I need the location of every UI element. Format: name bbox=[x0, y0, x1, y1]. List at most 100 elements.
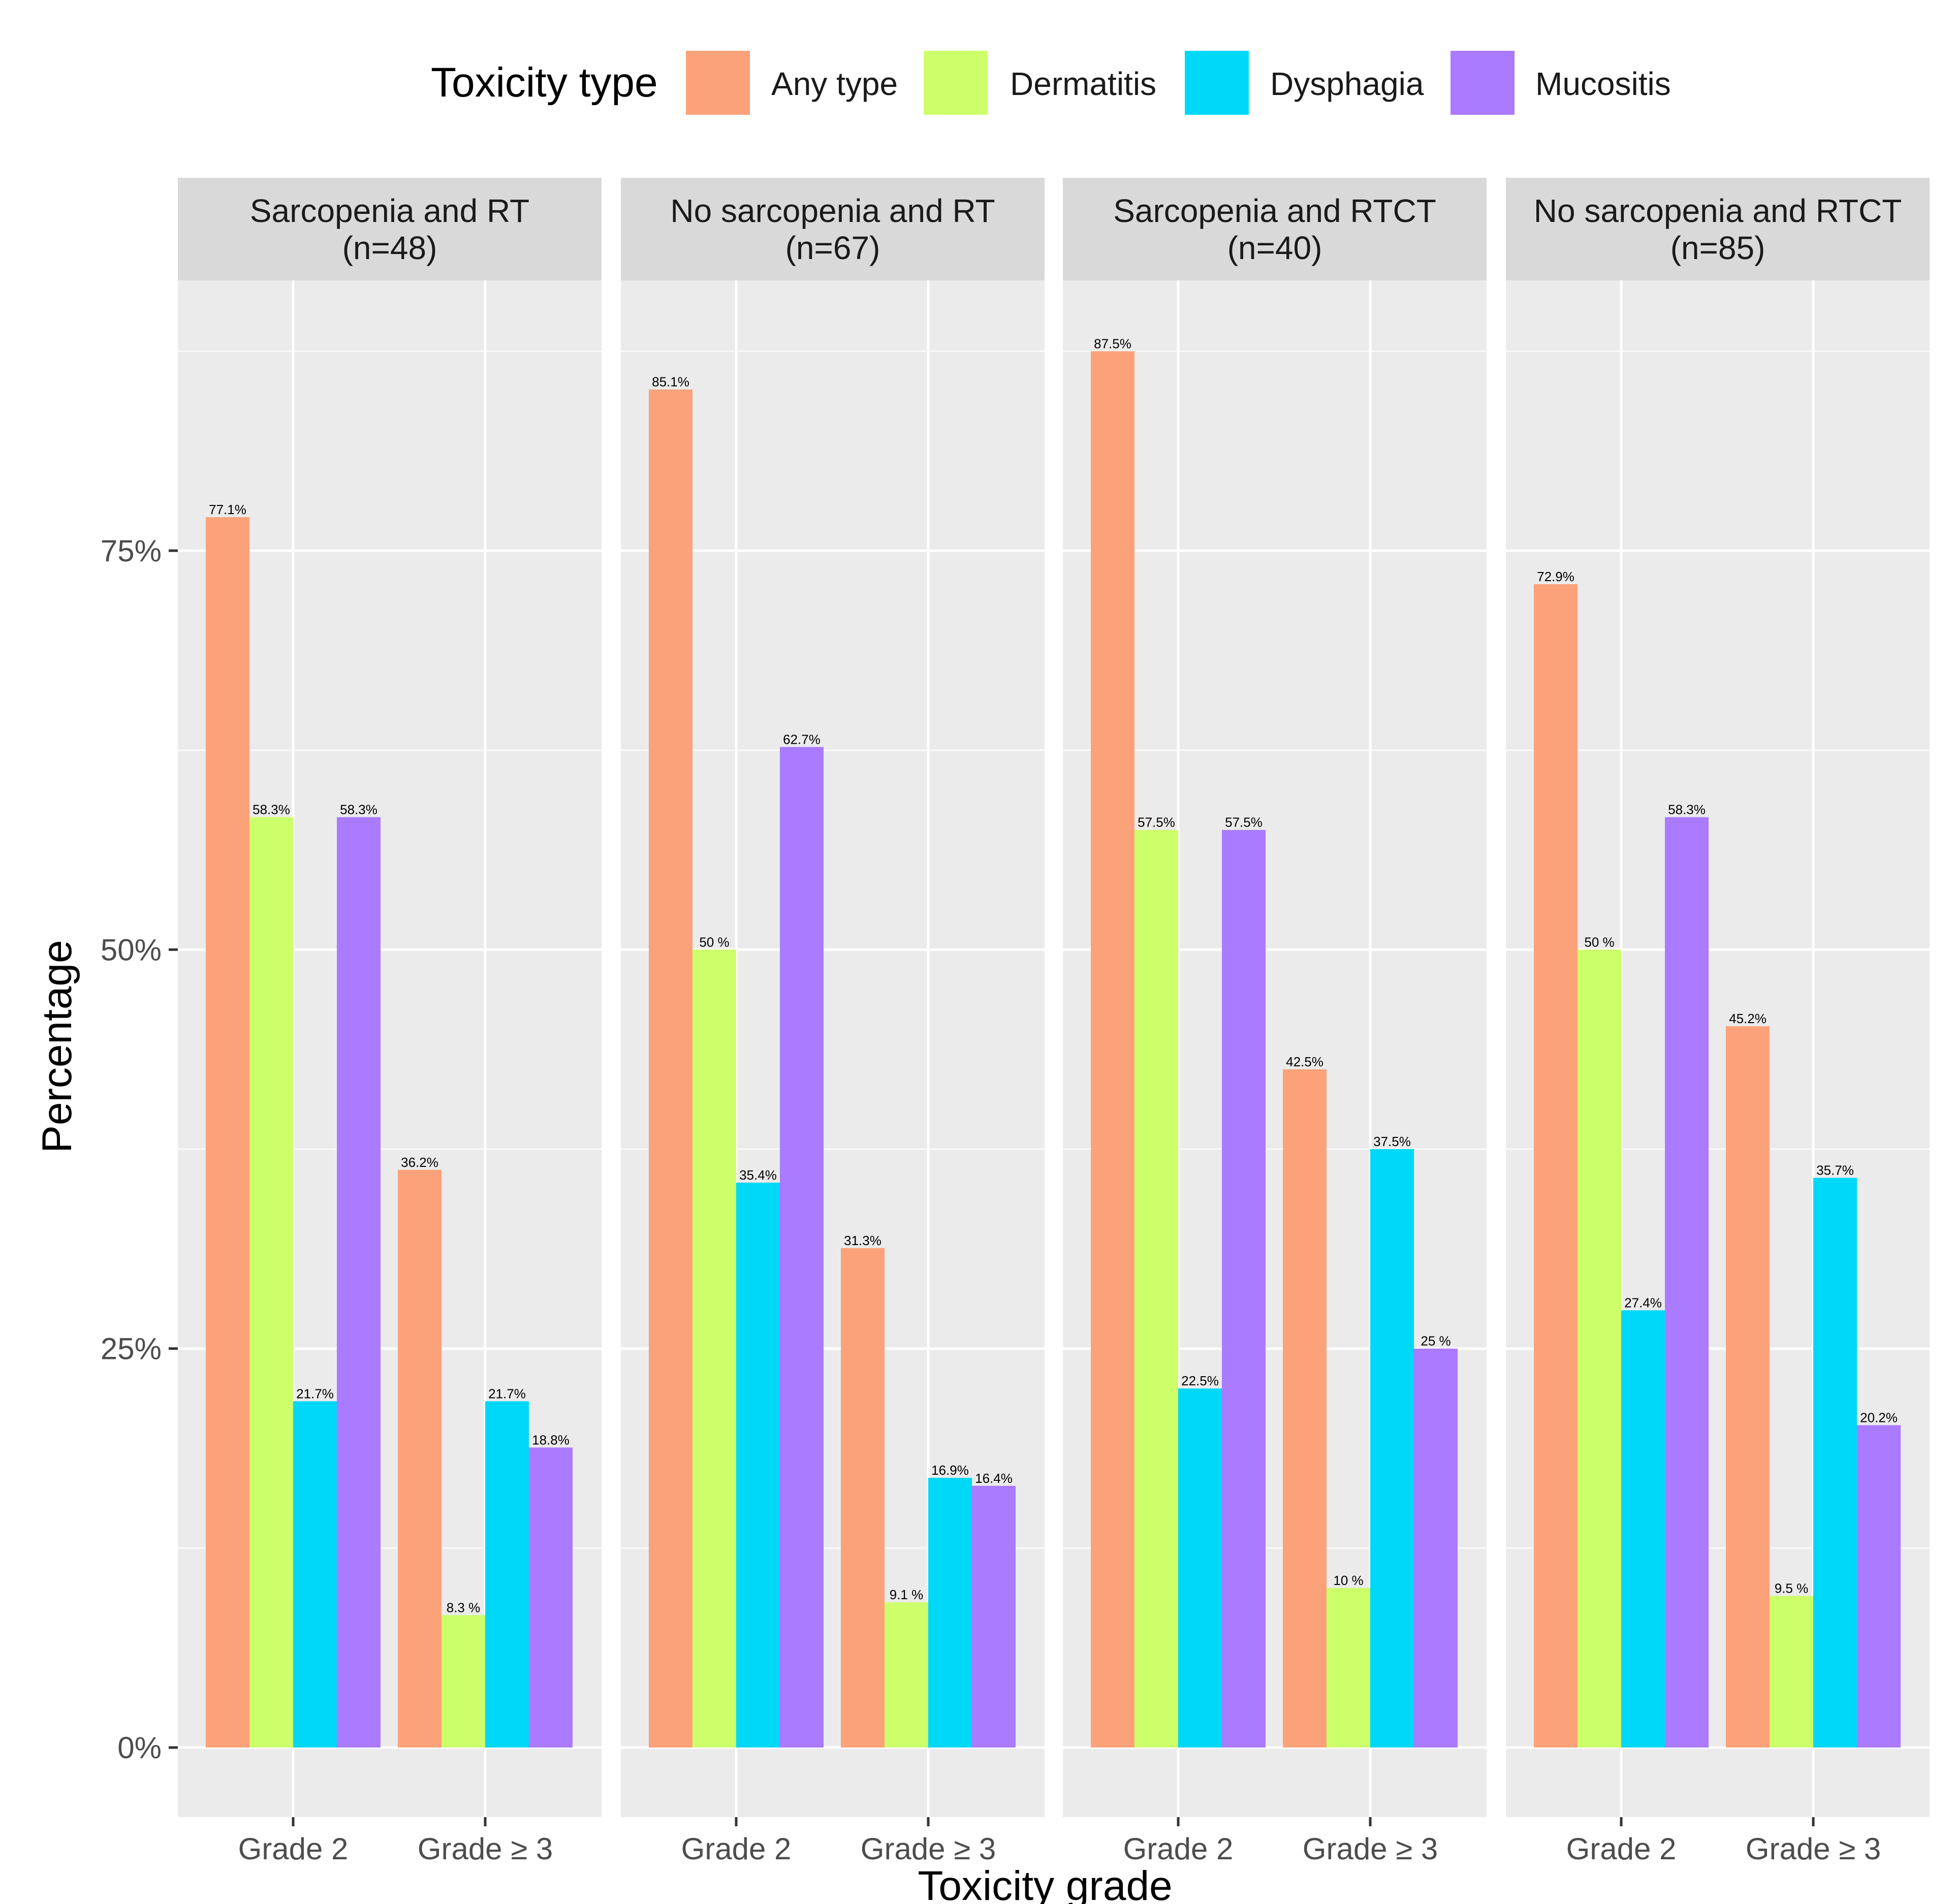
legend-key-dysphagia bbox=[1185, 51, 1249, 115]
data-label: 42.5% bbox=[1286, 1054, 1323, 1069]
bar-dermatitis-grade-ge-3 bbox=[442, 1615, 485, 1748]
bar-mucositis-grade-ge-3 bbox=[1857, 1425, 1901, 1748]
bar-dysphagia-grade-2 bbox=[736, 1182, 780, 1748]
bar-dysphagia-grade-ge-3 bbox=[485, 1401, 529, 1748]
facet-panel-1: Sarcopenia and RT(n=48) 77.1% 58.3% 21.7% 58… bbox=[178, 178, 602, 1866]
facet-sample-size: (n=67) bbox=[785, 230, 880, 266]
bar-mucositis-grade-ge-3 bbox=[972, 1485, 1016, 1748]
x-axis-title: Toxicity grade bbox=[918, 1863, 1172, 1904]
bar-mucositis-grade-2 bbox=[780, 747, 824, 1748]
bar-any-type-grade-ge-3 bbox=[1726, 1026, 1770, 1748]
x-tick-label: Grade 2 bbox=[681, 1832, 792, 1866]
x-tick-label: Grade 2 bbox=[1566, 1832, 1677, 1866]
data-label: 50 % bbox=[699, 934, 729, 949]
bar-dermatitis-grade-ge-3 bbox=[885, 1602, 928, 1748]
data-label: 21.7% bbox=[488, 1386, 526, 1401]
data-label: 87.5% bbox=[1094, 336, 1131, 351]
x-tick-label: Grade ≥ 3 bbox=[1303, 1832, 1438, 1866]
legend-label-dermatitis: Dermatitis bbox=[1010, 66, 1156, 102]
data-label: 21.7% bbox=[296, 1386, 334, 1401]
data-label: 45.2% bbox=[1729, 1011, 1767, 1026]
data-label: 8.3 % bbox=[447, 1600, 481, 1615]
data-label: 36.2% bbox=[401, 1155, 438, 1170]
data-label: 85.1% bbox=[652, 374, 689, 390]
x-tick-label: Grade ≥ 3 bbox=[418, 1832, 553, 1866]
data-label: 20.2% bbox=[1860, 1410, 1898, 1425]
facet-panels: Sarcopenia and RT(n=48) 77.1% 58.3% 21.7% 58… bbox=[178, 178, 1930, 1866]
legend-key-any-type bbox=[686, 51, 750, 115]
data-label: 57.5% bbox=[1138, 815, 1175, 830]
facet-sample-size: (n=85) bbox=[1671, 230, 1766, 266]
data-label: 27.4% bbox=[1624, 1295, 1662, 1310]
facet-strip bbox=[621, 178, 1045, 280]
facet-title: No sarcopenia and RT bbox=[670, 193, 995, 229]
facet-strip bbox=[1506, 178, 1930, 280]
facet-sample-size: (n=48) bbox=[342, 230, 437, 266]
bar-mucositis-grade-2 bbox=[1222, 830, 1266, 1748]
data-label: 58.3% bbox=[1668, 802, 1706, 817]
data-label: 9.1 % bbox=[890, 1587, 924, 1602]
facet-strip bbox=[178, 178, 602, 280]
bar-mucositis-grade-2 bbox=[1665, 817, 1709, 1748]
data-label: 50 % bbox=[1584, 934, 1614, 949]
data-label: 25 % bbox=[1421, 1334, 1451, 1349]
bar-dysphagia-grade-ge-3 bbox=[1813, 1178, 1857, 1748]
bar-dermatitis-grade-2 bbox=[249, 817, 293, 1748]
legend: Toxicity type Any type Dermatitis Dysphagia… bbox=[431, 51, 1671, 115]
bar-mucositis-grade-ge-3 bbox=[1414, 1348, 1458, 1748]
data-label: 16.9% bbox=[931, 1463, 969, 1478]
facet-sample-size: (n=40) bbox=[1227, 230, 1322, 266]
legend-label-dysphagia: Dysphagia bbox=[1270, 66, 1424, 102]
x-tick-label: Grade 2 bbox=[238, 1832, 349, 1866]
facet-title: No sarcopenia and RTCT bbox=[1534, 193, 1902, 229]
data-label: 16.4% bbox=[975, 1471, 1013, 1486]
y-tick-label: 25% bbox=[101, 1332, 162, 1366]
facet-strip bbox=[1063, 178, 1487, 280]
y-tick-label: 0% bbox=[117, 1731, 162, 1765]
y-tick-label: 75% bbox=[101, 534, 162, 568]
facet-panel-4: No sarcopenia and RTCT(n=85) 72.9% 50 % 27.… bbox=[1506, 178, 1930, 1866]
bar-dermatitis-grade-2 bbox=[1134, 830, 1178, 1748]
y-axis-title: Percentage bbox=[34, 940, 80, 1153]
data-label: 77.1% bbox=[209, 502, 246, 517]
bar-any-type-grade-ge-3 bbox=[1283, 1069, 1327, 1748]
legend-key-dermatitis bbox=[924, 51, 988, 115]
bar-dermatitis-grade-2 bbox=[692, 949, 736, 1748]
data-label: 35.4% bbox=[739, 1167, 777, 1183]
bar-dermatitis-grade-ge-3 bbox=[1770, 1596, 1813, 1748]
data-label: 58.3% bbox=[340, 802, 377, 817]
bar-dysphagia-grade-2 bbox=[1178, 1388, 1222, 1748]
data-label: 57.5% bbox=[1225, 815, 1263, 830]
data-label: 9.5 % bbox=[1775, 1581, 1809, 1596]
facet-panel-2: No sarcopenia and RT(n=67) 85.1% 50 % 35.4%… bbox=[621, 178, 1045, 1866]
x-tick-label: Grade 2 bbox=[1123, 1832, 1234, 1866]
legend-title: Toxicity type bbox=[431, 59, 658, 106]
legend-label-mucositis: Mucositis bbox=[1535, 66, 1671, 102]
y-axis: 0% 25% 50% 75% bbox=[101, 534, 178, 1765]
bar-dysphagia-grade-ge-3 bbox=[928, 1478, 972, 1748]
data-label: 35.7% bbox=[1816, 1163, 1854, 1178]
legend-label-any-type: Any type bbox=[771, 66, 898, 102]
data-label: 58.3% bbox=[253, 802, 290, 817]
bar-any-type-grade-2 bbox=[649, 389, 692, 1748]
x-tick-label: Grade ≥ 3 bbox=[861, 1832, 996, 1866]
bar-dysphagia-grade-2 bbox=[1621, 1310, 1665, 1748]
x-tick-label: Grade ≥ 3 bbox=[1746, 1832, 1881, 1866]
data-label: 22.5% bbox=[1181, 1373, 1219, 1388]
facet-title: Sarcopenia and RT bbox=[250, 193, 529, 229]
data-label: 10 % bbox=[1333, 1573, 1363, 1588]
facet-panel-3: Sarcopenia and RTCT(n=40) 87.5% 57.5% 22.5%… bbox=[1063, 178, 1487, 1866]
data-label: 62.7% bbox=[783, 732, 821, 747]
data-label: 18.8% bbox=[532, 1432, 570, 1447]
bar-mucositis-grade-2 bbox=[337, 817, 381, 1748]
data-label: 31.3% bbox=[844, 1233, 881, 1248]
bar-dysphagia-grade-2 bbox=[293, 1401, 337, 1748]
bar-dermatitis-grade-ge-3 bbox=[1327, 1588, 1370, 1748]
facet-title: Sarcopenia and RTCT bbox=[1113, 193, 1436, 229]
bar-dermatitis-grade-2 bbox=[1578, 949, 1621, 1748]
bar-any-type-grade-ge-3 bbox=[398, 1169, 442, 1748]
bar-any-type-grade-2 bbox=[206, 517, 249, 1748]
bar-any-type-grade-2 bbox=[1091, 351, 1134, 1748]
bar-any-type-grade-ge-3 bbox=[841, 1248, 885, 1748]
